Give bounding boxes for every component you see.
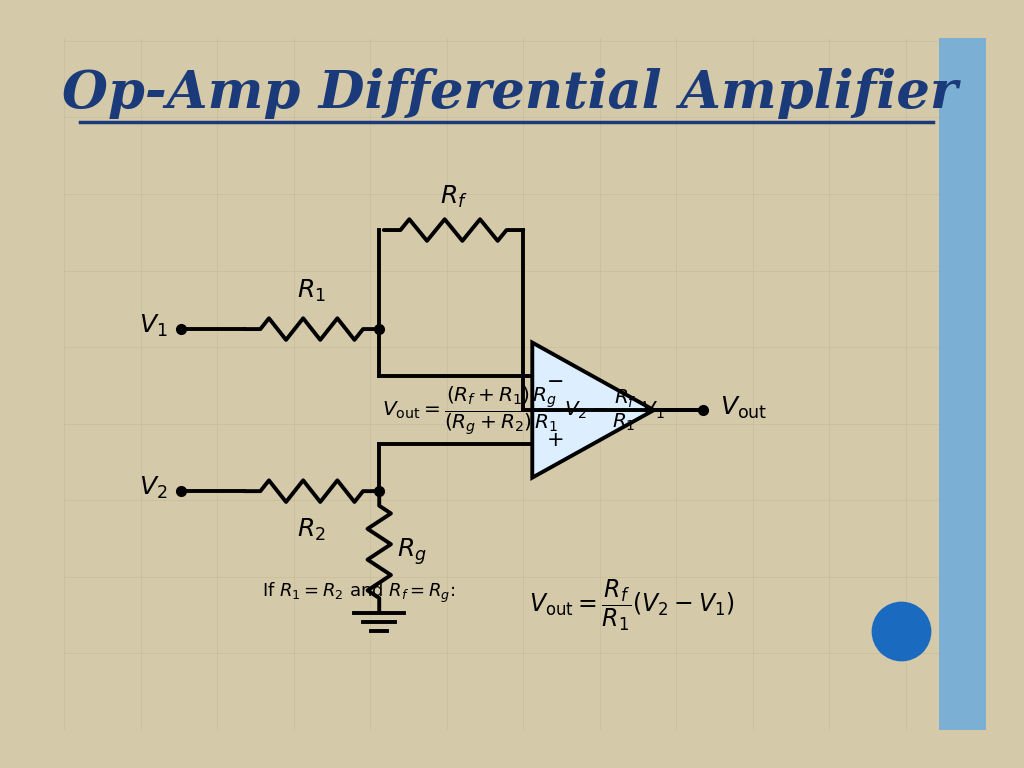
Text: $R_g$: $R_g$ xyxy=(397,537,427,568)
Text: $R_f$: $R_f$ xyxy=(439,184,467,210)
Text: $V_{\rm out}$: $V_{\rm out}$ xyxy=(720,396,767,422)
Text: $V_{\rm out} = \dfrac{(R_f + R_1)\,R_g}{(R_g + R_2)\,R_1}\,V_2 - \dfrac{R_f}{R_1: $V_{\rm out} = \dfrac{(R_f + R_1)\,R_g}{… xyxy=(382,384,665,436)
Text: $+$: $+$ xyxy=(546,430,563,450)
Text: $R_1$: $R_1$ xyxy=(297,278,326,304)
Text: $-$: $-$ xyxy=(546,370,563,390)
Text: If $R_1 = R_2$ and $R_f = R_g$:: If $R_1 = R_2$ and $R_f = R_g$: xyxy=(262,581,456,605)
Polygon shape xyxy=(532,343,654,478)
Text: $V_1$: $V_1$ xyxy=(139,313,168,339)
Text: $V_2$: $V_2$ xyxy=(139,475,168,501)
Bar xyxy=(939,38,986,730)
Text: Op-Amp Differential Amplifier: Op-Amp Differential Amplifier xyxy=(62,68,957,119)
Text: $V_{\rm out} = \dfrac{R_f}{R_1}(V_2 - V_1)$: $V_{\rm out} = \dfrac{R_f}{R_1}(V_2 - V_… xyxy=(528,578,734,634)
Text: $R_2$: $R_2$ xyxy=(297,516,326,542)
